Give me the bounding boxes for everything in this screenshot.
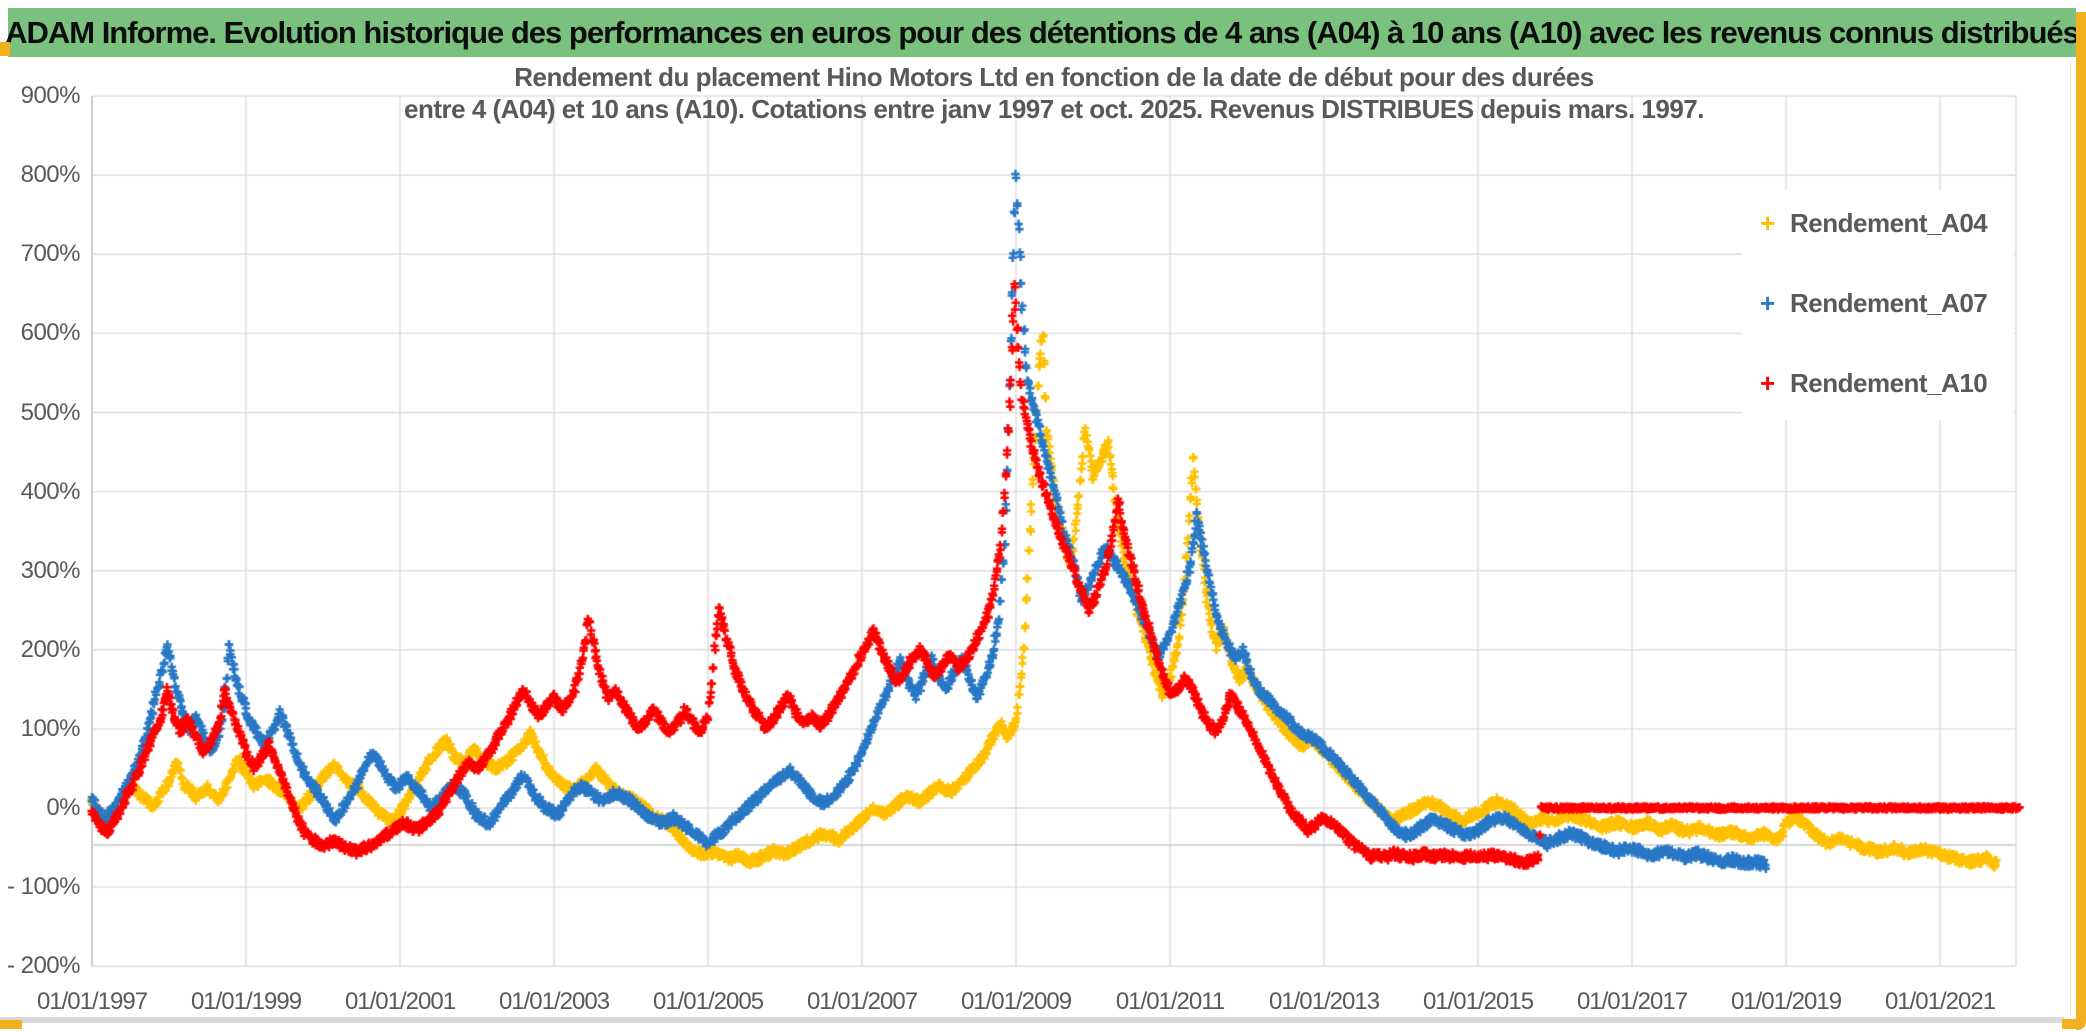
y-axis-label: 800% [20,161,81,189]
y-axis-label: 300% [20,556,81,584]
x-axis-label: 01/01/2021 [1884,988,1996,1015]
y-axis-label: 0% [46,794,80,821]
x-axis-label: 01/01/2009 [960,988,1072,1015]
x-axis-label: 01/01/2001 [344,988,456,1015]
y-axis-label: 100% [20,714,81,742]
x-axis-label: 01/01/1999 [190,988,302,1015]
x-axis-label: 01/01/2005 [652,988,764,1015]
x-axis-label: 01/01/2013 [1268,988,1380,1015]
chart-title-line2: entre 4 (A04) et 10 ans (A10). Cotations… [404,94,1704,124]
y-axis-label: - 200% [6,952,81,980]
legend-label: Rendement_A07 [1790,287,1988,318]
y-axis-label: 200% [20,635,81,663]
x-axis-label: 01/01/2003 [498,988,610,1015]
y-axis-label: 900% [20,82,81,110]
legend-label: Rendement_A10 [1790,367,1988,398]
x-axis-label: 01/01/2017 [1576,988,1688,1015]
plus-marker-icon: + [1760,288,1776,318]
legend-label: Rendement_A04 [1790,207,1988,238]
x-axis-label: 01/01/2011 [1115,988,1225,1015]
plus-marker-icon: + [1760,368,1776,398]
x-axis-label: 01/01/2015 [1422,988,1534,1015]
x-axis-label: 01/01/1997 [36,988,148,1015]
y-axis-label: 400% [20,477,81,505]
y-axis-label: 500% [20,398,81,426]
y-axis-label: - 100% [6,873,81,901]
plus-marker-icon: + [1760,208,1776,238]
chart-title-line1: Rendement du placement Hino Motors Ltd e… [514,62,1594,92]
chart-legend: + Rendement_A04 + Rendement_A07 + Rendem… [1742,190,2014,420]
y-axis-label: 700% [20,240,81,268]
x-axis-label: 01/01/2019 [1730,988,1842,1015]
legend-item-a10: + Rendement_A10 [1760,365,1988,401]
x-axis-label: 01/01/2007 [806,988,918,1015]
y-axis-label: 600% [20,319,81,347]
legend-item-a07: + Rendement_A07 [1760,285,1988,321]
legend-item-a04: + Rendement_A04 [1760,205,1988,241]
